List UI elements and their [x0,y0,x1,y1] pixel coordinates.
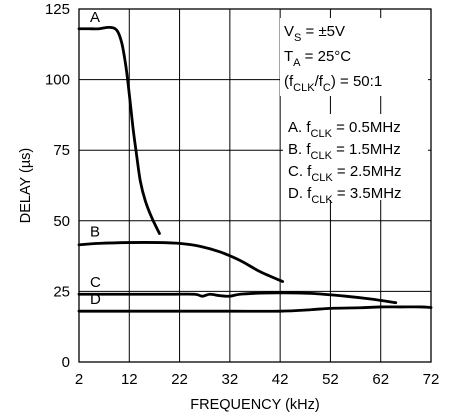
x-tick-label: 2 [75,371,83,388]
series-line-d [77,305,433,313]
y-tick-label: 75 [53,142,70,159]
tick-labels: 2 12 22 32 42 52 62 72 0 25 50 75 100 125 [45,1,439,388]
x-tick-label: 32 [222,371,239,388]
series-label-c: C [90,274,101,291]
x-tick-label: 72 [423,371,440,388]
legend-entry-c: C. fCLK = 2.5MHz [288,163,402,184]
temperature-annotation: TA = 25°C [284,48,351,69]
legend: A. fCLK = 0.5MHz B. fCLK = 1.5MHz C. fCL… [283,114,428,206]
x-tick-label: 42 [272,371,289,388]
x-tick-label: 52 [322,371,339,388]
supply-voltage-annotation: VS = ±5V [284,23,345,44]
clock-ratio-annotation: (fCLK/fC) = 50:1 [284,73,382,94]
legend-entry-a: A. fCLK = 0.5MHz [288,119,401,140]
y-tick-label: 100 [45,72,70,89]
x-tick-label: 12 [121,371,138,388]
y-tick-label: 0 [62,354,70,371]
series-line-c [77,291,398,305]
legend-entry-d: D. fCLK = 3.5MHz [288,185,402,206]
y-tick-label: 125 [45,1,70,18]
x-tick-label: 62 [372,371,389,388]
x-axis-title: FREQUENCY (kHz) [190,397,319,413]
series-label-d: D [90,291,101,308]
x-tick-label: 22 [171,371,188,388]
series-layer: A B CD [77,9,433,313]
y-tick-label: 25 [53,283,70,300]
conditions-box: VS = ±5V TA = 25°C (fCLK/fC) = 50:1 [280,18,428,96]
series-label-a: A [90,9,100,26]
series-label-b: B [90,223,100,240]
y-tick-label: 50 [53,213,70,230]
series-line-b [77,241,285,283]
y-axis-title: DELAY (µs) [18,148,34,224]
plot-frame [78,8,432,363]
legend-entry-b: B. fCLK = 1.5MHz [288,141,401,162]
series-line-a [77,25,161,235]
